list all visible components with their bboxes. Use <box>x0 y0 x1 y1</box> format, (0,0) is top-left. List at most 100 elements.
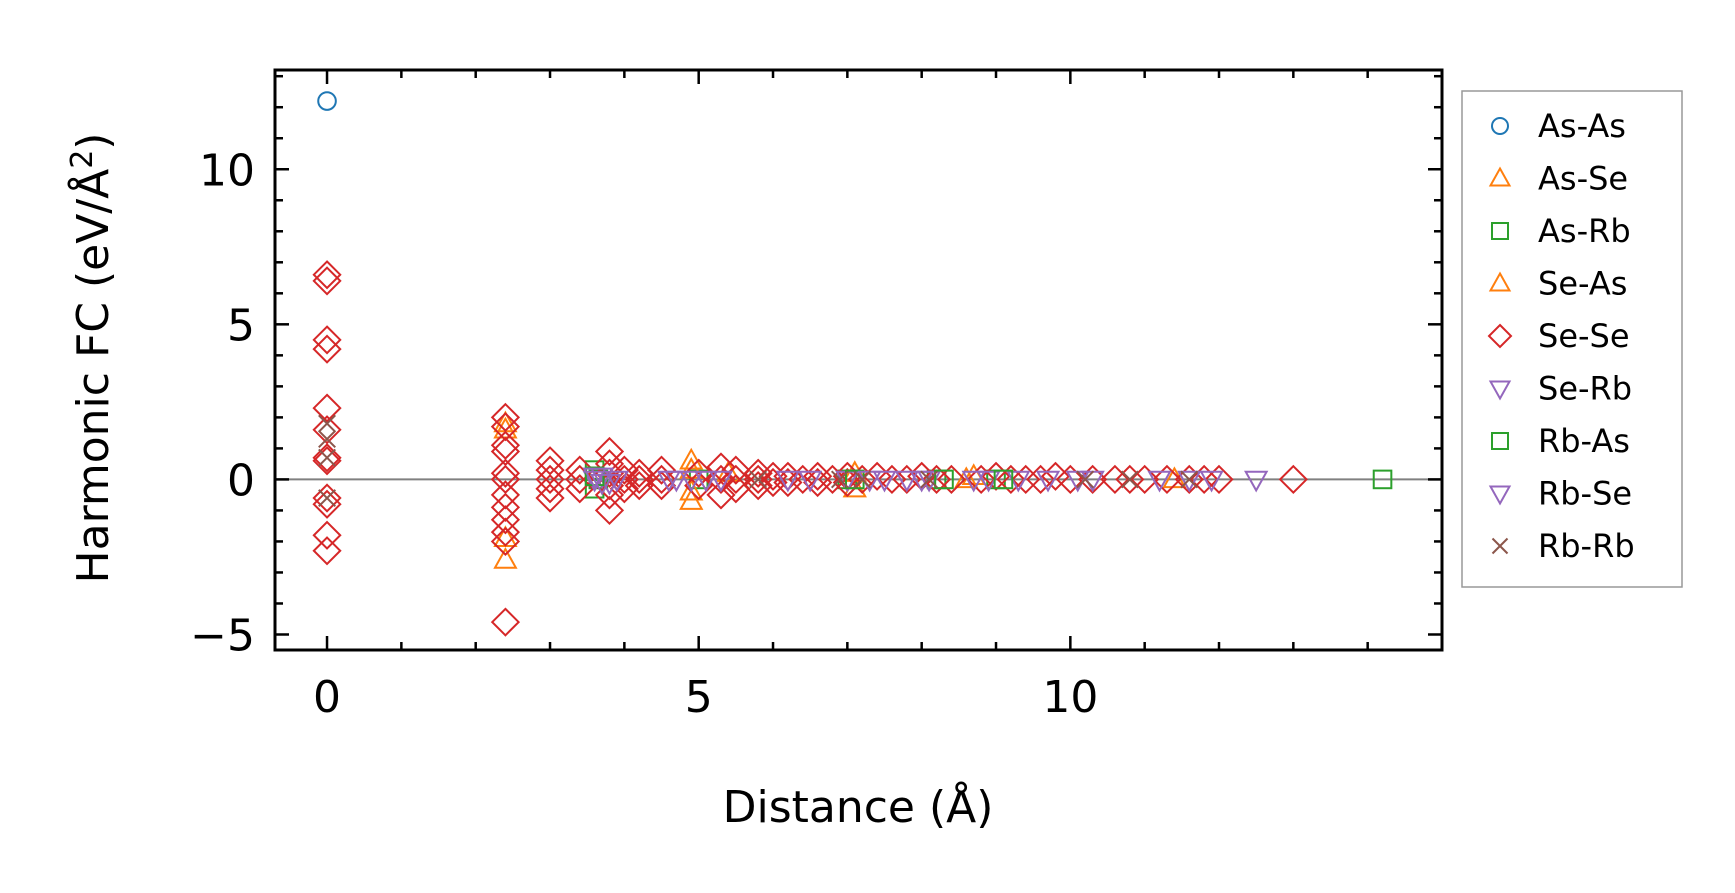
point-rb-as <box>934 469 954 490</box>
point-rb-rb <box>1180 470 1199 489</box>
legend-label: Rb-Se <box>1538 475 1632 513</box>
ticks-layer <box>275 70 1444 650</box>
legend-marker <box>1491 432 1509 450</box>
point-se-se <box>535 455 565 485</box>
point-se-se <box>312 489 342 519</box>
x-axis-label: Distance (Å) <box>723 780 994 833</box>
point-se-se <box>877 464 907 495</box>
point-se-rb <box>1035 470 1061 493</box>
legend-item-as-as: As-As <box>1491 107 1626 145</box>
legend-marker <box>1491 117 1509 135</box>
legend-item-se-se: Se-Se <box>1487 317 1630 355</box>
legend-marker <box>1491 222 1509 240</box>
point-as-se <box>954 466 979 489</box>
y-tick-label: 0 <box>227 455 255 506</box>
legend-label: Rb-Rb <box>1538 527 1635 565</box>
legend-item-rb-as: Rb-As <box>1491 422 1630 460</box>
point-se-se <box>490 430 521 460</box>
point-se-se <box>535 464 565 495</box>
point-as-se <box>493 547 518 569</box>
point-rb-rb <box>1076 470 1095 489</box>
point-se-se <box>490 458 521 488</box>
point-se-se <box>490 480 521 510</box>
point-as-rb <box>1372 469 1393 490</box>
point-se-rb <box>872 470 897 493</box>
legend-label: Se-Se <box>1538 317 1630 355</box>
point-se-se <box>803 467 833 498</box>
point-se-se <box>535 483 565 513</box>
point-rb-rb <box>318 430 336 449</box>
point-se-se <box>721 474 751 504</box>
point-rb-se <box>961 470 986 493</box>
legend-label: Se-Rb <box>1538 370 1632 408</box>
tick-labels-layer: 0 5 10 −5 0 5 10 <box>190 145 1098 723</box>
point-se-se <box>490 492 521 522</box>
legend-label: As-Rb <box>1538 212 1631 250</box>
point-se-rb <box>1177 470 1202 493</box>
point-rb-rb <box>920 470 939 489</box>
point-se-se <box>312 520 342 550</box>
point-se-se <box>490 526 521 557</box>
point-se-rb <box>582 470 607 493</box>
legend-marker <box>1491 537 1509 555</box>
legend-item-rb-rb: Rb-Rb <box>1491 527 1635 565</box>
legend-item-se-as: Se-As <box>1488 265 1627 303</box>
point-se-se <box>624 464 654 495</box>
point-rb-rb <box>1120 470 1139 489</box>
point-se-se <box>721 464 751 495</box>
point-rb-rb <box>749 470 768 489</box>
point-se-se <box>312 415 342 445</box>
legend-entries: As-As As-Se As-Rb Se-As Se-Se Se-Rb Rb-As Rb-Se… <box>1487 107 1635 565</box>
point-se-se <box>490 464 521 495</box>
point-se-se <box>646 455 677 485</box>
legend-marker <box>1488 485 1512 506</box>
point-rb-se <box>582 467 607 490</box>
legend-label: Se-As <box>1538 265 1627 303</box>
y-axis-label-superscript: 2 <box>65 150 100 169</box>
point-se-se <box>312 266 342 296</box>
point-se-se <box>624 471 654 501</box>
point-rb-rb <box>318 414 336 433</box>
point-se-rb <box>894 470 919 493</box>
point-se-se <box>535 474 565 504</box>
point-se-se <box>847 464 877 495</box>
point-rb-se <box>664 470 689 493</box>
points-layer <box>312 91 1393 637</box>
y-axis-label: Harmonic FC (eV/Å2) <box>65 133 119 584</box>
point-se-se <box>312 483 342 513</box>
point-se-se <box>706 480 736 510</box>
plot-frame <box>273 68 1444 652</box>
point-se-se <box>1115 464 1145 495</box>
point-se-se <box>624 458 654 488</box>
point-rb-se <box>775 470 801 493</box>
x-tick-label: 0 <box>313 672 341 723</box>
point-rb-se <box>589 473 615 496</box>
point-se-se <box>490 412 521 442</box>
point-se-se <box>312 536 342 566</box>
point-se-se <box>1011 464 1041 495</box>
point-se-se <box>535 446 565 476</box>
point-se-se <box>312 393 342 423</box>
point-se-se <box>490 436 521 467</box>
legend-item-as-rb: As-Rb <box>1491 212 1631 250</box>
legend: As-As As-Se As-Rb Se-As Se-Se Se-Rb Rb-As Rb-Se… <box>1461 90 1683 588</box>
point-rb-rb <box>318 448 336 467</box>
y-tick-label: 10 <box>199 145 255 196</box>
x-tick-label: 10 <box>1042 672 1098 723</box>
point-se-rb <box>708 470 734 493</box>
y-tick-label: 5 <box>227 300 255 351</box>
point-rb-rb <box>318 489 336 507</box>
point-rb-rb <box>853 470 872 489</box>
legend-item-rb-se: Rb-Se <box>1488 475 1632 513</box>
y-tick-label: −5 <box>190 610 255 661</box>
point-rb-as <box>993 469 1014 490</box>
point-se-se <box>565 455 595 485</box>
y-axis-label-main: Harmonic FC (eV/Å <box>66 169 119 584</box>
x-tick-label: 5 <box>685 672 713 723</box>
point-se-rb <box>679 470 704 493</box>
point-se-se <box>312 446 342 476</box>
point-se-as <box>679 478 704 501</box>
legend-marker <box>1488 271 1512 292</box>
point-rb-se <box>693 470 719 493</box>
point-se-se <box>1152 464 1182 495</box>
